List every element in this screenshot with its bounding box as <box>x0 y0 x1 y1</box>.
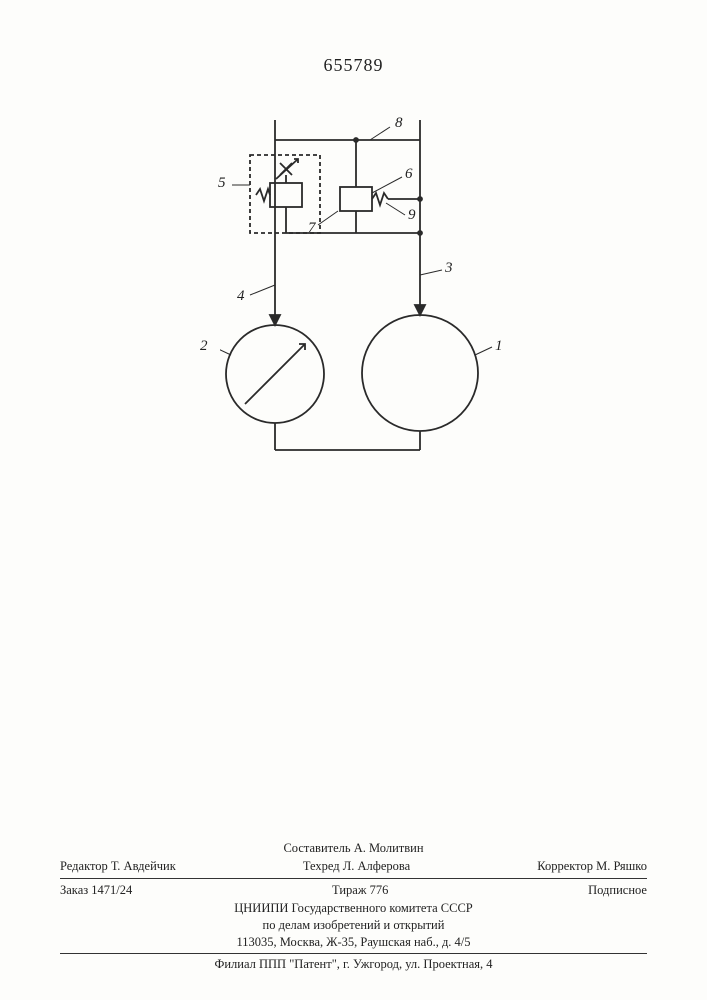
patent-number: 655789 <box>0 55 707 76</box>
order-number: Заказ 1471/24 <box>60 883 132 898</box>
branch-line: Филиал ППП "Патент", г. Ужгород, ул. Про… <box>60 956 647 973</box>
circulation: Тираж 776 <box>332 883 388 898</box>
subscription: Подписное <box>588 883 647 898</box>
label-7: 7 <box>308 220 316 237</box>
label-5: 5 <box>218 175 226 192</box>
divider-2 <box>60 953 647 954</box>
address-line: 113035, Москва, Ж-35, Раушская наб., д. … <box>60 934 647 951</box>
org-line-1: ЦНИИПИ Государственного комитета СССР <box>60 900 647 917</box>
label-1: 1 <box>495 338 503 355</box>
order-row: Заказ 1471/24 Тираж 776 Подписное <box>60 881 647 900</box>
org-line-2: по делам изобретений и открытий <box>60 917 647 934</box>
label-6: 6 <box>405 166 413 183</box>
editor: Редактор Т. Авдейчик <box>60 859 176 874</box>
hydraulic-schematic <box>220 115 500 455</box>
footer: Составитель А. Молитвин Редактор Т. Авде… <box>60 840 647 973</box>
page: 655789 <box>0 0 707 1000</box>
label-8: 8 <box>395 115 403 132</box>
divider <box>60 878 647 879</box>
tech-editor: Техред Л. Алферова <box>303 859 410 874</box>
label-9: 9 <box>408 207 416 224</box>
label-3: 3 <box>445 260 453 277</box>
compiler-line: Составитель А. Молитвин <box>60 840 647 857</box>
label-4: 4 <box>237 288 245 305</box>
corrector: Корректор М. Ряшко <box>537 859 647 874</box>
credits-row: Редактор Т. Авдейчик Техред Л. Алферова … <box>60 857 647 876</box>
label-2: 2 <box>200 338 208 355</box>
